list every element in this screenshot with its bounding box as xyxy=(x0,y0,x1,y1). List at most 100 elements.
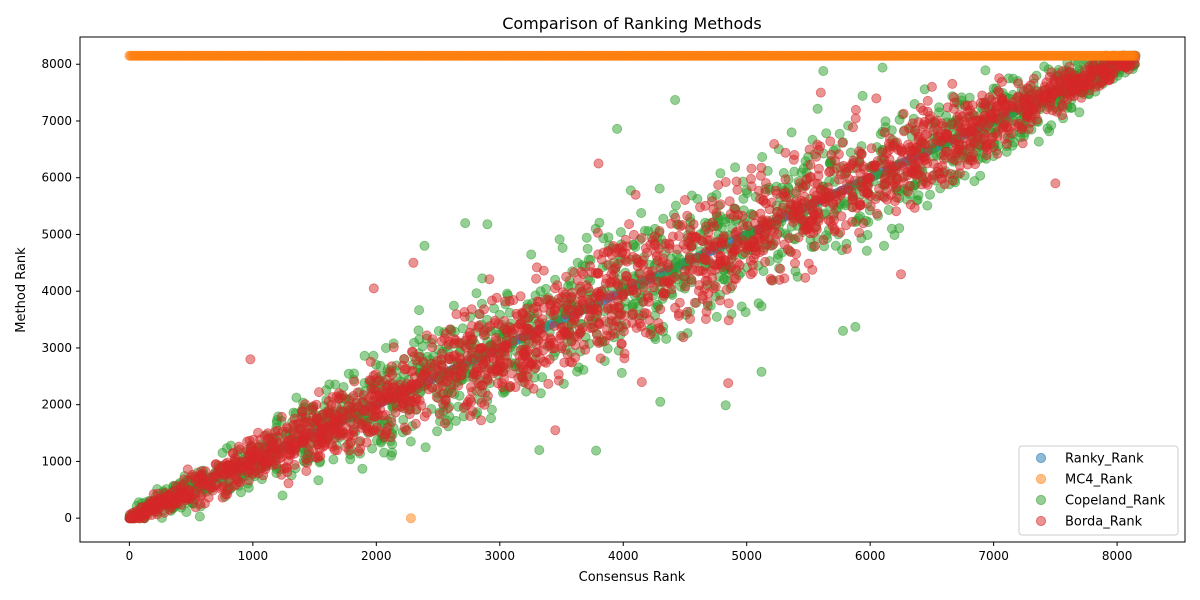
borda-point xyxy=(986,108,997,119)
x-tick-label: 0 xyxy=(126,549,134,563)
borda-point xyxy=(913,134,924,145)
borda-point xyxy=(293,418,304,429)
copeland-point xyxy=(460,218,471,229)
borda-point xyxy=(954,139,965,150)
legend-marker xyxy=(1035,452,1047,464)
borda-point xyxy=(748,234,759,245)
borda-point xyxy=(655,304,666,315)
copeland-point xyxy=(834,128,845,139)
borda-point xyxy=(601,330,612,341)
x-tick-label: 2000 xyxy=(361,549,392,563)
borda-point xyxy=(316,424,327,435)
borda-point xyxy=(882,194,893,205)
borda-point xyxy=(472,366,483,377)
borda-point xyxy=(847,202,858,213)
copeland-point xyxy=(880,116,891,127)
copeland-point xyxy=(934,102,945,113)
borda-point xyxy=(710,281,721,292)
copeland-point xyxy=(857,90,868,101)
borda-point xyxy=(942,146,953,157)
borda-point xyxy=(826,149,837,160)
borda-point xyxy=(760,256,771,267)
borda-point xyxy=(793,232,804,243)
borda-point xyxy=(195,491,206,502)
borda-point xyxy=(723,298,734,309)
borda-point xyxy=(904,180,915,191)
copeland-point xyxy=(379,447,390,458)
borda-point xyxy=(511,308,522,319)
borda-point xyxy=(425,358,436,369)
borda-point xyxy=(707,217,718,228)
borda-point xyxy=(792,198,803,209)
y-tick-label: 1000 xyxy=(41,454,72,468)
borda-point xyxy=(737,210,748,221)
borda-point xyxy=(992,148,1003,159)
borda-point xyxy=(948,103,959,114)
copeland-point xyxy=(328,454,339,465)
borda-point xyxy=(656,262,667,273)
borda-point xyxy=(544,354,555,365)
x-tick-label: 5000 xyxy=(731,549,762,563)
borda-point xyxy=(936,118,947,129)
borda-point xyxy=(881,186,892,197)
borda-point xyxy=(705,241,716,252)
borda-point xyxy=(368,283,379,294)
borda-point xyxy=(687,231,698,242)
borda-point xyxy=(654,225,665,236)
borda-point xyxy=(370,369,381,380)
borda-point xyxy=(491,365,502,376)
borda-point xyxy=(715,295,726,306)
borda-point xyxy=(537,314,548,325)
copeland-point xyxy=(889,229,900,240)
copeland-point xyxy=(922,200,933,211)
borda-point xyxy=(872,208,883,219)
copeland-point xyxy=(862,229,873,240)
borda-point xyxy=(476,415,487,426)
borda-point xyxy=(513,321,524,332)
borda-point xyxy=(484,320,495,331)
borda-point xyxy=(333,388,344,399)
borda-point xyxy=(486,295,497,306)
borda-point xyxy=(779,273,790,284)
copeland-point xyxy=(616,367,627,378)
borda-point xyxy=(758,195,769,206)
borda-point xyxy=(919,155,930,166)
borda-point xyxy=(928,158,939,169)
borda-point xyxy=(945,168,956,179)
borda-point xyxy=(818,234,829,245)
borda-point xyxy=(325,416,336,427)
borda-point xyxy=(789,149,800,160)
borda-point xyxy=(731,176,742,187)
borda-point xyxy=(907,118,918,129)
borda-point xyxy=(640,243,651,254)
borda-point xyxy=(302,417,313,428)
borda-point xyxy=(352,417,363,428)
borda-point xyxy=(908,159,919,170)
borda-point xyxy=(619,310,630,321)
borda-point xyxy=(813,144,824,155)
copeland-point xyxy=(630,241,641,252)
borda-point xyxy=(388,342,399,353)
copeland-point xyxy=(313,475,324,486)
y-tick-label: 5000 xyxy=(41,227,72,241)
borda-point xyxy=(252,455,263,466)
borda-point xyxy=(427,382,438,393)
borda-point xyxy=(235,459,246,470)
borda-point xyxy=(434,409,445,420)
borda-point xyxy=(170,480,181,491)
borda-point xyxy=(384,391,395,402)
borda-point xyxy=(476,397,487,408)
borda-point xyxy=(1056,99,1067,110)
legend: Ranky_RankMC4_RankCopeland_RankBorda_Ran… xyxy=(1018,445,1179,536)
borda-point xyxy=(276,411,287,422)
borda-point xyxy=(967,100,978,111)
copeland-point xyxy=(715,168,726,179)
borda-point xyxy=(612,302,623,313)
copeland-point xyxy=(1046,120,1057,131)
borda-point xyxy=(531,273,542,284)
borda-point xyxy=(387,369,398,380)
borda-point xyxy=(211,479,222,490)
borda-point xyxy=(700,200,711,211)
borda-point xyxy=(997,122,1008,133)
borda-point xyxy=(776,208,787,219)
